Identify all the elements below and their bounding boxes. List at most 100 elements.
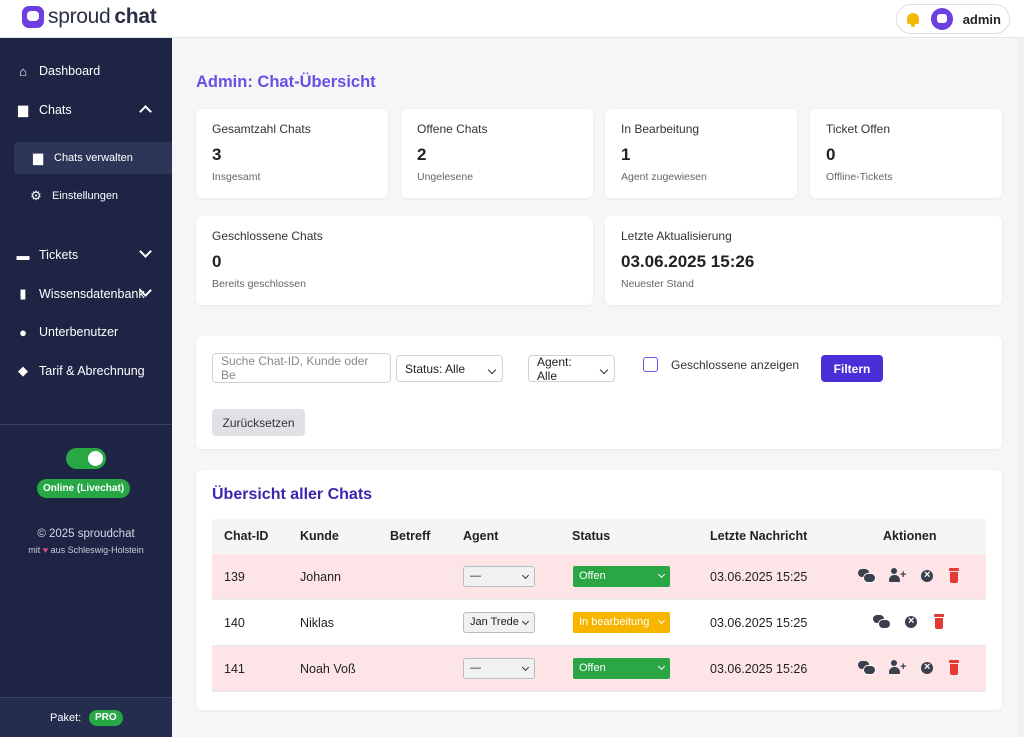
column-header-letzte-nachricht[interactable]: Letzte Nachricht [710, 529, 808, 543]
agent-assign-select[interactable]: — [463, 658, 535, 679]
table-row: 139 Johann — Offen 03.06.2025 15:25 + [212, 554, 986, 600]
ticket-icon: ▬ [16, 247, 30, 263]
brand-logo[interactable]: sproud chat [22, 5, 157, 29]
open-chat-icon[interactable] [858, 568, 876, 584]
agent-assign-value: — [470, 662, 481, 674]
sidebar-item-tickets[interactable]: ▬ Tickets [0, 240, 172, 270]
livechat-toggle[interactable] [66, 448, 106, 469]
close-chat-icon[interactable] [919, 660, 936, 676]
stat-value: 3 [212, 145, 222, 164]
top-bar: sproud chat admin [0, 0, 1024, 38]
trash-icon[interactable] [946, 660, 963, 676]
users-icon: ● [19, 324, 27, 340]
stat-sub: Bereits geschlossen [212, 278, 306, 290]
chevron-down-icon [599, 365, 609, 375]
chats-icon: ▆ [18, 102, 28, 117]
logo-icon [22, 6, 44, 28]
paket-bar: Paket: PRO [0, 697, 172, 737]
cell-letzte-nachricht: 03.06.2025 15:25 [710, 570, 808, 584]
stat-label: Ticket Offen [826, 122, 891, 136]
stat-value: 03.06.2025 15:26 [621, 252, 755, 271]
column-header-betreff[interactable]: Betreff [390, 529, 431, 543]
sidebar-item-einstellungen[interactable]: ⚙ Einstellungen [0, 181, 172, 211]
open-chat-icon[interactable] [858, 660, 876, 676]
status-value: Offen [579, 662, 606, 674]
agent-assign-select[interactable]: Jan Trede [463, 612, 535, 633]
avatar[interactable] [930, 8, 953, 30]
cell-letzte-nachricht: 03.06.2025 15:26 [710, 662, 808, 676]
cell-chat-id: 141 [224, 662, 245, 676]
status-value: Offen [579, 570, 606, 582]
sidebar-item-chats[interactable]: ▆ Chats [0, 95, 172, 125]
stat-card-open: Offene Chats 2 Ungelesene [401, 109, 593, 198]
sidebar-item-tarif[interactable]: ◆ Tarif & Abrechnung [0, 356, 172, 386]
status-select[interactable]: Offen [573, 566, 670, 587]
status-select[interactable]: In bearbeitung [573, 612, 670, 633]
sidebar-item-label: Wissensdatenbank [39, 287, 145, 301]
sidebar-item-wissensdatenbank[interactable]: ▮ Wissensdatenbank [0, 279, 172, 309]
stat-card-total: Gesamtzahl Chats 3 Insgesamt [196, 109, 388, 198]
column-header-agent[interactable]: Agent [463, 529, 499, 543]
copyright: © 2025 sproudchat [37, 528, 135, 540]
assign-agent-icon[interactable]: + [889, 660, 906, 676]
stat-sub: Agent zugewiesen [621, 171, 707, 183]
stat-label: Gesamtzahl Chats [212, 122, 311, 136]
heart-icon: ♥ [42, 545, 49, 555]
chevron-down-icon [657, 570, 666, 579]
agent-assign-value: Jan Trede [470, 616, 519, 628]
status-value: In bearbeitung [579, 616, 650, 628]
sidebar-item-chats-verwalten[interactable]: ▆ Chats verwalten [0, 143, 172, 173]
column-header-chat-id[interactable]: Chat-ID [224, 529, 269, 543]
user-menu[interactable]: admin [895, 4, 1010, 34]
status-select[interactable]: Offen [573, 658, 670, 679]
cell-kunde: Noah Voß [300, 662, 356, 676]
sidebar-item-unterbenutzer[interactable]: ● Unterbenutzer [0, 317, 172, 347]
username[interactable]: admin [962, 11, 1001, 27]
stat-value: 1 [621, 145, 631, 164]
column-header-aktionen: Aktionen [883, 529, 937, 543]
scrollbar[interactable] [1018, 38, 1024, 737]
stat-label: In Bearbeitung [621, 122, 700, 136]
paket-badge: PRO [89, 710, 123, 726]
table-title: Übersicht aller Chats [212, 486, 373, 503]
sidebar: ⌂ Dashboard ▆ Chats ▆ Chats verwalten ⚙ … [0, 38, 172, 737]
search-input[interactable]: Suche Chat-ID, Kunde oder Be [212, 353, 391, 383]
cell-kunde: Johann [300, 570, 342, 584]
brand-name-part1: sproud [48, 5, 111, 28]
plus-icon: + [900, 661, 907, 673]
close-chat-icon[interactable] [903, 614, 920, 630]
status-select-value: Status: Alle [405, 361, 466, 376]
agent-assign-select[interactable]: — [463, 566, 535, 587]
stat-card-in-progress: In Bearbeitung 1 Agent zugewiesen [605, 109, 797, 198]
chevron-up-icon [139, 105, 152, 118]
brand-name-part2: chat [114, 5, 157, 28]
show-closed-label[interactable]: Geschlossene anzeigen [671, 358, 800, 372]
sidebar-item-label: Unterbenutzer [39, 325, 119, 339]
close-chat-icon[interactable] [919, 568, 936, 584]
gear-icon: ⚙ [30, 188, 42, 203]
stat-value: 0 [212, 252, 222, 271]
agent-select[interactable]: Agent: Alle [528, 355, 615, 383]
home-icon: ⌂ [19, 63, 27, 79]
cell-kunde: Niklas [300, 616, 335, 630]
trash-icon[interactable] [931, 614, 948, 630]
column-header-kunde[interactable]: Kunde [300, 529, 339, 543]
cell-chat-id: 140 [224, 616, 245, 630]
assign-agent-icon[interactable]: + [889, 568, 906, 584]
trash-icon[interactable] [946, 568, 963, 584]
sidebar-item-dashboard[interactable]: ⌂ Dashboard [0, 56, 172, 86]
sidebar-item-label: Tickets [39, 248, 79, 262]
reset-button[interactable]: Zurücksetzen [212, 409, 305, 436]
sidebar-item-label: Tarif & Abrechnung [39, 364, 145, 378]
paket-label: Paket: [50, 712, 82, 724]
status-select[interactable]: Status: Alle [396, 355, 503, 382]
filter-button[interactable]: Filtern [821, 355, 883, 382]
table-row: 140 Niklas Jan Trede In bearbeitung 03.0… [212, 600, 986, 646]
stat-value: 2 [417, 145, 427, 164]
show-closed-checkbox[interactable] [643, 357, 658, 372]
stat-sub: Neuester Stand [621, 278, 694, 290]
stat-card-last-update: Letzte Aktualisierung 03.06.2025 15:26 N… [605, 216, 1002, 305]
open-chat-icon[interactable] [873, 614, 891, 630]
bell-icon[interactable] [905, 11, 921, 27]
column-header-status[interactable]: Status [572, 529, 611, 543]
